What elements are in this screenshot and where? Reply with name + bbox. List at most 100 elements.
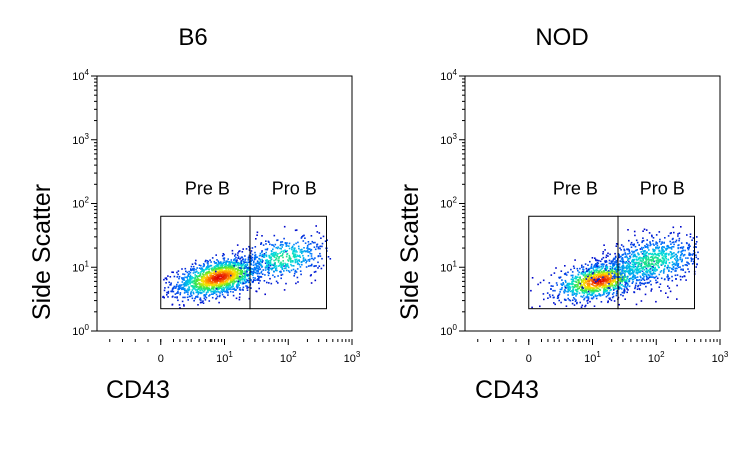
event-dot xyxy=(648,232,651,234)
event-dot xyxy=(275,251,277,254)
event-dot xyxy=(311,240,314,243)
event-dot xyxy=(588,278,590,280)
event-dot xyxy=(657,261,660,264)
event-dot xyxy=(576,288,579,291)
event-dot xyxy=(268,254,270,257)
event-dot xyxy=(192,272,195,274)
event-dot xyxy=(241,278,243,280)
event-dot xyxy=(629,257,631,260)
event-dot xyxy=(631,250,633,253)
event-dot xyxy=(633,258,636,261)
event-dot xyxy=(216,271,219,274)
event-dot xyxy=(624,256,626,258)
event-dot xyxy=(193,285,196,287)
event-dot xyxy=(593,264,596,267)
event-dot xyxy=(615,270,618,272)
event-dot xyxy=(639,256,641,259)
event-dot xyxy=(647,247,649,249)
event-dot xyxy=(629,265,631,268)
event-dot xyxy=(230,272,233,274)
event-dot xyxy=(241,269,243,272)
event-dot xyxy=(607,279,609,282)
event-dot xyxy=(577,269,579,272)
event-dot xyxy=(272,264,275,267)
event-dot xyxy=(237,280,240,283)
event-dot xyxy=(598,294,601,296)
event-dot xyxy=(211,290,214,293)
event-dot xyxy=(187,283,190,286)
event-dot xyxy=(637,263,640,266)
event-dot xyxy=(599,275,601,277)
event-dot xyxy=(215,265,218,268)
event-dot xyxy=(210,283,213,286)
event-dot xyxy=(592,268,595,271)
event-dot xyxy=(280,262,282,265)
event-dot xyxy=(611,296,614,299)
event-dot xyxy=(597,271,600,274)
event-dot xyxy=(657,264,659,267)
event-dot xyxy=(170,282,172,284)
event-dot xyxy=(192,268,194,270)
event-dot xyxy=(623,292,625,294)
event-dot xyxy=(228,277,231,280)
event-dot xyxy=(234,269,236,272)
event-dot xyxy=(219,278,221,280)
event-dot xyxy=(652,266,654,268)
event-dot xyxy=(608,262,611,265)
event-dot xyxy=(236,284,239,287)
event-dot xyxy=(675,256,678,258)
event-dot xyxy=(628,249,630,251)
event-dot xyxy=(236,276,238,278)
event-dot xyxy=(183,273,186,276)
event-dot xyxy=(616,276,619,279)
event-dot xyxy=(639,259,642,261)
event-dot xyxy=(245,285,247,287)
event-dot xyxy=(220,269,223,272)
event-dot xyxy=(268,269,270,272)
event-dot xyxy=(195,281,197,283)
event-dot xyxy=(621,257,624,259)
event-dot xyxy=(656,242,659,244)
event-dot xyxy=(638,244,640,246)
event-dot xyxy=(239,264,241,266)
event-dot xyxy=(307,259,310,261)
event-dot xyxy=(281,243,283,246)
event-dot xyxy=(630,266,632,268)
event-dot xyxy=(232,284,234,286)
event-dot xyxy=(245,278,247,281)
event-dot xyxy=(605,272,607,274)
event-dot xyxy=(216,274,218,277)
event-dot xyxy=(213,271,215,274)
event-dot xyxy=(212,277,214,280)
event-dot xyxy=(600,266,602,268)
event-dot xyxy=(241,256,244,259)
event-dot xyxy=(191,294,193,297)
event-dot xyxy=(234,255,236,257)
event-dot xyxy=(200,285,202,288)
event-dot xyxy=(676,298,678,300)
event-dot xyxy=(258,261,260,263)
event-dot xyxy=(686,261,688,263)
event-dot xyxy=(171,296,174,298)
event-dot xyxy=(288,245,290,247)
event-dot xyxy=(588,285,591,287)
event-dot xyxy=(187,289,190,291)
event-dot xyxy=(635,261,637,264)
event-dot xyxy=(224,263,226,266)
event-dot xyxy=(696,263,698,266)
event-dot xyxy=(281,268,284,270)
event-dot xyxy=(207,272,209,275)
event-dot xyxy=(191,289,194,291)
event-dot xyxy=(633,291,636,294)
event-dot xyxy=(643,269,646,271)
event-dot xyxy=(593,279,595,281)
event-dot xyxy=(182,273,184,275)
event-dot xyxy=(585,291,588,293)
event-dot xyxy=(582,268,585,271)
event-dot xyxy=(628,280,631,282)
event-dot xyxy=(646,239,648,241)
event-dot xyxy=(655,279,657,282)
event-dot xyxy=(654,253,656,256)
event-dot xyxy=(241,251,244,253)
event-dot xyxy=(189,295,192,298)
